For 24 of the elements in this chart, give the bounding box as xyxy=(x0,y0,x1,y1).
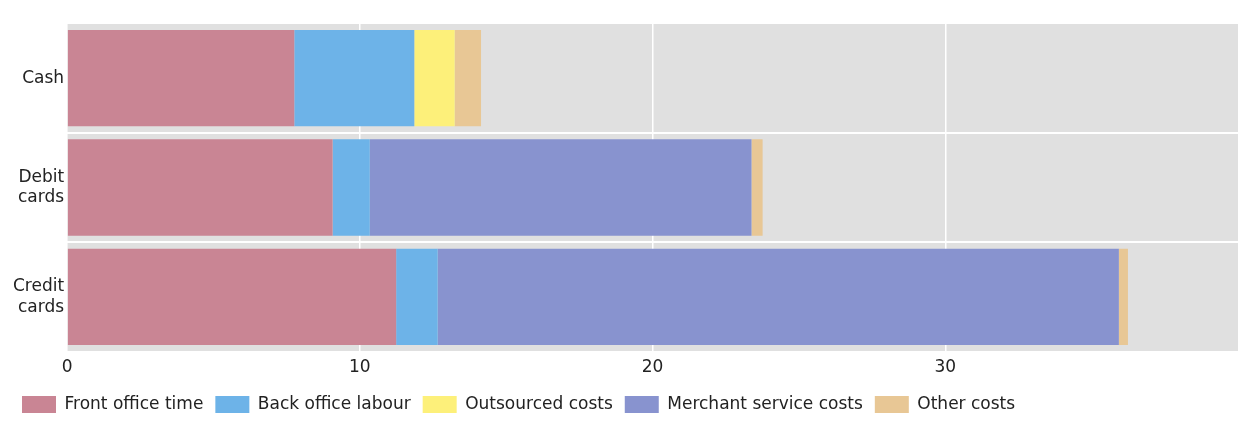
bar xyxy=(396,248,438,346)
x-tick-label: 30 xyxy=(934,356,957,377)
bar xyxy=(67,29,295,127)
bar xyxy=(294,29,415,127)
legend-label: Merchant service costs xyxy=(667,392,863,413)
bar xyxy=(67,139,333,236)
legend-label: Other costs xyxy=(917,392,1016,413)
bar xyxy=(454,29,482,127)
bar xyxy=(751,139,763,236)
legend-label: Outsourced costs xyxy=(465,392,613,413)
y-tick-label: Credit cards xyxy=(13,275,65,316)
bar xyxy=(369,139,752,236)
y-tick-label: Debit cards xyxy=(18,165,65,207)
x-tick-label: 0 xyxy=(61,356,73,377)
bar xyxy=(1118,248,1128,346)
bar xyxy=(437,248,1119,346)
bar xyxy=(414,29,455,127)
x-tick-label: 10 xyxy=(349,356,371,377)
x-tick-label: 20 xyxy=(641,356,664,377)
legend-label: Front office time xyxy=(64,392,204,413)
bar xyxy=(332,139,370,236)
bar xyxy=(67,248,397,346)
y-tick-label: Cash xyxy=(22,66,65,87)
legend-label: Back office labour xyxy=(257,392,411,413)
